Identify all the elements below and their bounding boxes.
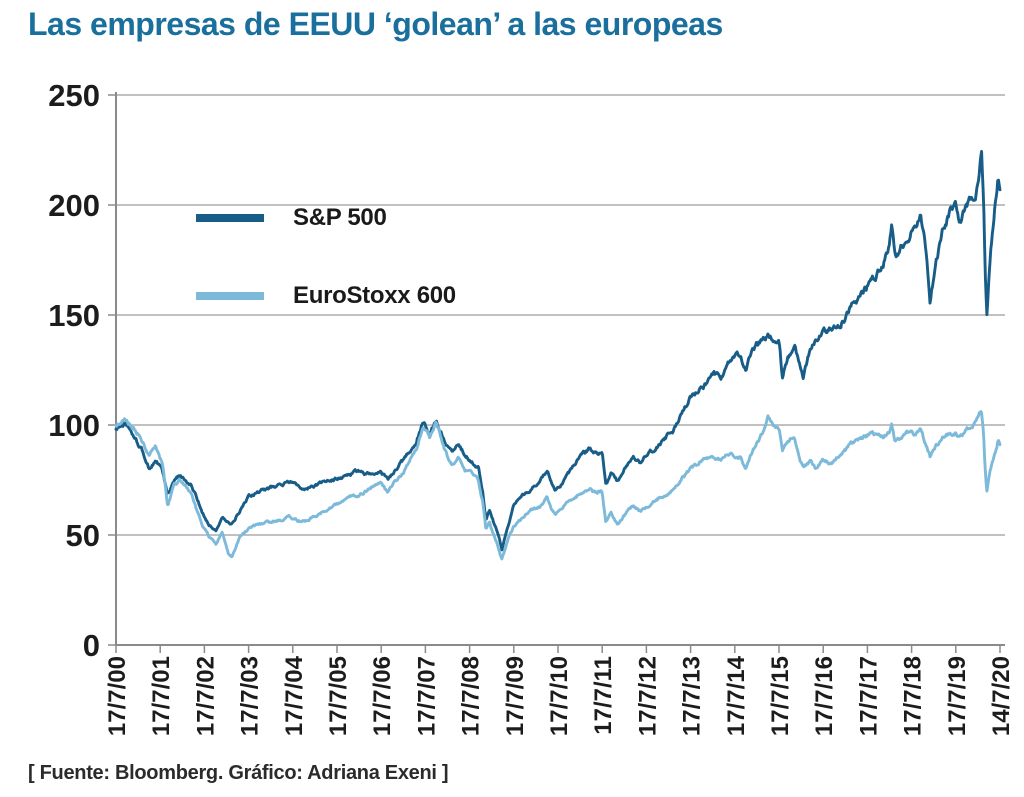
x-tick-label: 17/7/03 (237, 656, 264, 736)
x-tick-label: 14/7/20 (988, 656, 1015, 736)
legend-item-eurostoxx: EuroStoxx 600 (196, 282, 456, 309)
x-tick-label: 17/7/10 (546, 656, 573, 736)
axes (115, 92, 1005, 646)
x-tick-label: 17/7/17 (855, 656, 882, 736)
eurostoxx-line-swatch (196, 292, 264, 300)
y-tick-label: 50 (66, 518, 100, 553)
axis-ticks (108, 94, 1001, 653)
x-tick-label: 17/7/09 (502, 656, 529, 736)
eurostoxx-legend-label: EuroStoxx 600 (293, 282, 456, 309)
y-axis-labels: 0 50 100 150 200 250 (48, 78, 100, 663)
x-tick-label: 17/7/11 (590, 656, 617, 735)
y-tick-label: 100 (48, 408, 100, 443)
x-tick-label: 17/7/12 (634, 656, 661, 736)
x-tick-label: 17/7/08 (458, 656, 485, 736)
x-tick-label: 17/7/04 (281, 655, 308, 736)
y-tick-label: 200 (48, 188, 100, 223)
x-tick-label: 17/7/07 (413, 656, 440, 736)
eurostoxx-line (114, 410, 1002, 561)
x-tick-label: 17/7/18 (900, 656, 927, 736)
sp500-legend-label: S&P 500 (293, 204, 387, 231)
sp500-line-swatch (196, 214, 264, 222)
x-tick-label: 17/7/06 (369, 656, 396, 736)
x-tick-label: 17/7/00 (104, 656, 131, 736)
x-tick-label: 17/7/14 (723, 655, 750, 736)
chart-title: Las empresas de EEUU ‘golean’ a las euro… (28, 6, 723, 42)
x-tick-label: 17/7/13 (679, 656, 706, 736)
y-gridlines (116, 94, 1005, 536)
source-credit: [ Fuente: Bloomberg. Gráfico: Adriana Ex… (28, 762, 449, 784)
x-tick-label: 17/7/05 (325, 656, 352, 736)
legend-item-sp500: S&P 500 (196, 204, 387, 231)
sp500-line (114, 149, 1002, 552)
x-tick-label: 17/7/19 (944, 656, 971, 736)
data-series (114, 149, 1002, 561)
x-tick-label: 17/7/16 (811, 656, 838, 736)
x-axis-labels: 17/7/00 17/7/01 17/7/02 17/7/03 17/7/04 17/7/… (104, 655, 1015, 736)
y-tick-label: 250 (48, 78, 100, 113)
x-tick-label: 17/7/15 (767, 656, 794, 736)
y-tick-label: 150 (48, 298, 100, 333)
y-tick-label: 0 (83, 628, 100, 663)
x-tick-label: 17/7/01 (148, 656, 175, 736)
x-tick-label: 17/7/02 (192, 656, 219, 736)
